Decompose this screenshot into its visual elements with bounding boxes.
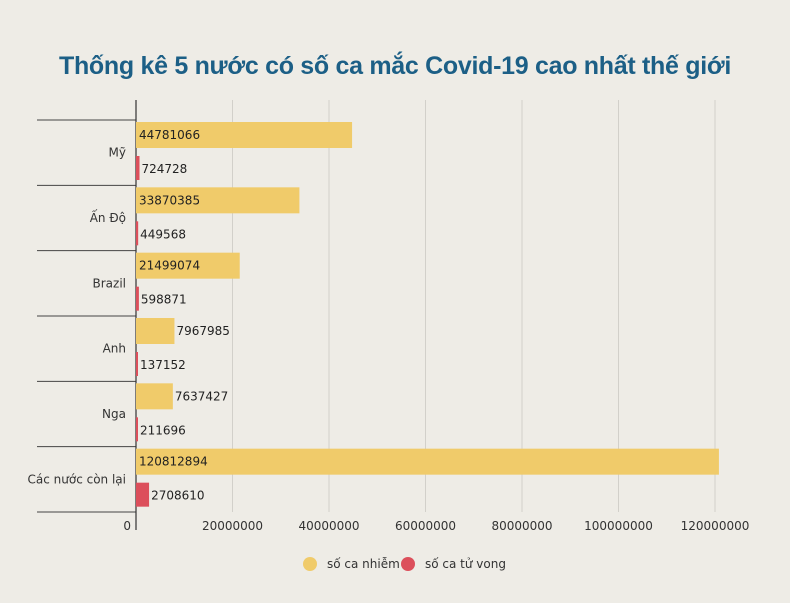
bar-deaths xyxy=(136,156,140,180)
data-label-infected: 7967985 xyxy=(176,324,229,338)
legend-item-infected[interactable]: số ca nhiễm xyxy=(303,557,400,571)
category-label: Các nước còn lại xyxy=(28,472,127,486)
x-tick-label: 40000000 xyxy=(298,519,359,533)
data-label-infected: 44781066 xyxy=(139,128,200,142)
data-label-infected: 7637427 xyxy=(175,389,228,403)
x-tick-label: 120000000 xyxy=(681,519,750,533)
data-label-deaths: 724728 xyxy=(141,162,187,176)
legend-dot-deaths xyxy=(401,557,415,571)
category-label: Brazil xyxy=(93,276,127,290)
x-tick-label: 80000000 xyxy=(491,519,552,533)
data-label-infected: 33870385 xyxy=(139,193,200,207)
category-label: Ấn Độ xyxy=(90,209,126,225)
bar-infected xyxy=(136,448,719,475)
category-label: Mỹ xyxy=(109,146,126,160)
legend-dot-infected xyxy=(303,557,317,571)
data-label-infected: 120812894 xyxy=(139,455,208,469)
bar-infected xyxy=(136,122,353,148)
data-label-deaths: 211696 xyxy=(140,423,186,437)
legend-label-infected: số ca nhiễm xyxy=(327,557,400,571)
legend: số ca nhiễm số ca tử vong xyxy=(0,557,790,577)
category-label: Anh xyxy=(103,342,126,356)
data-label-deaths: 137152 xyxy=(140,358,186,372)
bar-infected xyxy=(136,383,173,410)
bar-deaths xyxy=(136,286,139,311)
bar-infected xyxy=(136,252,240,279)
x-tick-label: 100000000 xyxy=(584,519,653,533)
legend-label-deaths: số ca tử vong xyxy=(425,557,506,571)
bar-infected xyxy=(136,187,300,214)
data-label-infected: 21499074 xyxy=(139,259,200,273)
x-tick-label: 60000000 xyxy=(395,519,456,533)
bar-deaths xyxy=(136,482,150,507)
x-tick-label: 0 xyxy=(123,519,131,533)
bar-deaths xyxy=(136,221,139,246)
data-label-deaths: 598871 xyxy=(141,293,187,307)
bar-deaths xyxy=(136,417,138,442)
bar-deaths xyxy=(136,352,138,376)
data-label-deaths: 2708610 xyxy=(151,489,204,503)
data-label-deaths: 449568 xyxy=(140,227,186,241)
legend-item-deaths[interactable]: số ca tử vong xyxy=(401,557,506,571)
chart-title: Thống kê 5 nước có số ca mắc Covid-19 ca… xyxy=(58,52,732,80)
category-label: Nga xyxy=(102,407,126,421)
bar-infected xyxy=(136,318,175,344)
x-tick-label: 20000000 xyxy=(202,519,263,533)
